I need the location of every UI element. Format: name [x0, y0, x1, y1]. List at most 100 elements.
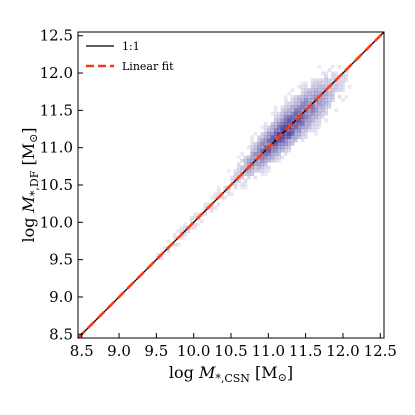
heatmap-cell — [253, 152, 258, 156]
heatmap-cell — [257, 142, 261, 146]
heatmap-cell — [300, 115, 305, 119]
heatmap-cell — [263, 135, 268, 140]
heatmap-cell — [283, 138, 288, 143]
heatmap-cell — [253, 132, 258, 136]
heatmap-cell — [304, 105, 308, 109]
heatmap-cell — [300, 138, 305, 143]
heatmap-cell — [280, 135, 285, 140]
heatmap-cell — [304, 91, 308, 96]
heatmap-cell — [341, 81, 345, 86]
y-tick-label: 11.5 — [40, 101, 73, 119]
heatmap-cell — [280, 145, 285, 150]
heatmap-cell — [250, 142, 255, 146]
heatmap-cell — [294, 125, 298, 129]
heatmap-cell — [310, 111, 315, 116]
heatmap-cell — [341, 84, 345, 89]
heatmap-cell — [263, 168, 268, 173]
heatmap-cell — [270, 158, 275, 163]
heatmap-cell — [253, 155, 258, 160]
heatmap-cell — [304, 81, 308, 86]
heatmap-cell — [297, 105, 302, 109]
heatmap-cell — [324, 108, 328, 113]
heatmap-cell — [294, 111, 298, 116]
heatmap-cell — [300, 135, 305, 140]
heatmap-cell — [283, 152, 288, 156]
heatmap-cell — [243, 155, 248, 160]
heatmap-cell — [257, 168, 261, 173]
heatmap-cell — [324, 95, 328, 99]
heatmap-cell — [253, 148, 258, 153]
heatmap-cell — [280, 111, 285, 116]
heatmap-cell — [270, 125, 275, 129]
heatmap-cell — [287, 101, 292, 106]
heatmap-cell — [304, 98, 308, 103]
heatmap-cell — [273, 128, 278, 133]
heatmap-cell — [290, 142, 295, 146]
heatmap-cell — [277, 118, 281, 123]
heatmap-cell — [250, 168, 255, 173]
heatmap-cell — [273, 105, 278, 109]
heatmap-cell — [263, 158, 268, 163]
heatmap-cell — [331, 98, 335, 103]
heatmap-cell — [213, 195, 218, 200]
heatmap-cell — [267, 132, 271, 136]
heatmap-cell — [290, 98, 295, 103]
heatmap-cell — [341, 78, 345, 82]
y-tick-label: 11.0 — [40, 139, 73, 157]
heatmap-cell — [260, 125, 265, 129]
heatmap-cell — [273, 125, 278, 129]
heatmap-cell — [247, 175, 251, 180]
heatmap-cell — [304, 101, 308, 106]
heatmap-cell — [257, 158, 261, 163]
heatmap-cell — [247, 158, 251, 163]
legend-label-linear-fit: Linear fit — [122, 60, 174, 73]
heatmap-cell — [267, 168, 271, 173]
heatmap-cell — [283, 111, 288, 116]
heatmap-cell — [290, 88, 295, 93]
heatmap-cell — [297, 118, 302, 123]
heatmap-cell — [317, 105, 322, 109]
heatmap-cell — [324, 98, 328, 103]
heatmap-cell — [273, 152, 278, 156]
heatmap-cell — [317, 88, 322, 93]
heatmap-cell — [283, 101, 288, 106]
heatmap-cell — [206, 202, 211, 207]
heatmap-cell — [247, 155, 251, 160]
heatmap-cell — [290, 101, 295, 106]
x-axis-ticks: 8.5 9.0 9.5 10.0 10.5 11.0 11.5 12.0 12.5 — [70, 333, 397, 360]
heatmap-cell — [240, 152, 244, 156]
heatmap-cell — [267, 148, 271, 153]
heatmap-cell — [247, 162, 251, 166]
heatmap-cell — [210, 195, 214, 200]
heatmap-cell — [327, 98, 332, 103]
heatmap-cell — [203, 212, 208, 217]
heatmap-cell — [280, 105, 285, 109]
y-tick-label: 9.0 — [49, 288, 73, 306]
heatmap-cell — [300, 84, 305, 89]
heatmap-cell — [294, 98, 298, 103]
x-tick-label: 10.0 — [177, 342, 210, 360]
heatmap-cell — [213, 205, 218, 210]
heatmap-cell — [317, 101, 322, 106]
heatmap-cell — [304, 118, 308, 123]
heatmap-cell — [270, 138, 275, 143]
heatmap-cell — [317, 111, 322, 116]
heatmap-cell — [294, 121, 298, 126]
heatmap-cell — [257, 135, 261, 140]
heatmap-cell — [297, 135, 302, 140]
heatmap-cell — [317, 98, 322, 103]
heatmap-cell — [317, 91, 322, 96]
heatmap-cell — [290, 111, 295, 116]
heatmap-cell — [283, 98, 288, 103]
heatmap-cell — [310, 78, 315, 82]
heatmap-cell — [280, 138, 285, 143]
heatmap-cell — [253, 162, 258, 166]
heatmap-cell — [287, 118, 292, 123]
heatmap-cell — [263, 132, 268, 136]
heatmap-cell — [297, 132, 302, 136]
heatmap-cell — [216, 185, 221, 190]
heatmap-cell — [317, 81, 322, 86]
heatmap-cell — [216, 202, 221, 207]
heatmap-cell — [189, 226, 194, 230]
heatmap-cell — [260, 145, 265, 150]
